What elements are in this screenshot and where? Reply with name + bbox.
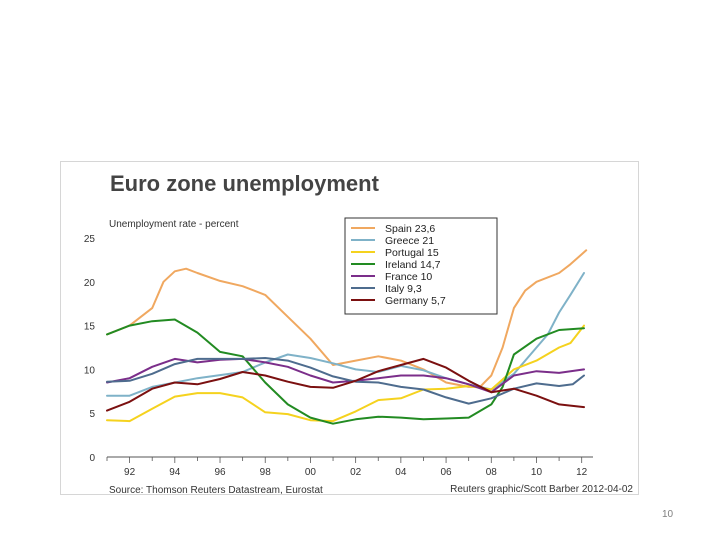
x-tick-label: 06 — [441, 467, 453, 478]
x-tick-label: 12 — [576, 467, 588, 478]
legend-entry: Spain 23,6 — [385, 223, 435, 235]
series-line-germany — [106, 357, 585, 412]
legend-entry: Italy 9,3 — [385, 283, 422, 295]
y-axis-ticks: 0 5 10 15 20 25 — [84, 234, 96, 464]
legend-entry: Ireland 14,7 — [385, 259, 441, 271]
x-tick-label: 08 — [486, 467, 498, 478]
legend-entry: Germany 5,7 — [385, 295, 446, 307]
legend-entry: Greece 21 — [385, 235, 434, 247]
x-tick-label: 02 — [350, 467, 362, 478]
x-tick-label: 92 — [124, 467, 136, 478]
legend-entry: France 10 — [385, 271, 432, 283]
graphic-credit: Reuters graphic/Scott Barber 2012-04-02 — [450, 484, 633, 494]
y-tick-label: 0 — [89, 453, 95, 464]
chart-title: Euro zone unemployment — [110, 171, 380, 196]
y-tick-label: 15 — [84, 322, 96, 333]
page-number: 10 — [662, 509, 674, 520]
series-layer — [106, 249, 588, 425]
series-line-portugal — [106, 324, 585, 423]
chart-frame: Euro zone unemployment Unemployment rate… — [60, 161, 639, 495]
series-line-ireland — [106, 318, 585, 425]
x-tick-label: 96 — [214, 467, 226, 478]
x-tick-label: 98 — [260, 467, 272, 478]
x-tick-label: 04 — [395, 467, 407, 478]
legend-box — [344, 217, 498, 315]
x-tick-label: 94 — [169, 467, 181, 478]
legend-entry: Portugal 15 — [385, 247, 439, 259]
chart: Euro zone unemployment Unemployment rate… — [84, 171, 634, 494]
y-tick-label: 10 — [84, 365, 96, 376]
source-note: Source: Thomson Reuters Datastream, Euro… — [109, 485, 323, 494]
y-tick-label: 5 — [89, 409, 95, 420]
series-line-spain — [106, 249, 588, 388]
y-axis-label: Unemployment rate - percent — [109, 219, 239, 230]
x-axis: 92 94 96 98 00 02 04 06 08 10 12 — [106, 456, 593, 478]
y-tick-label: 25 — [84, 234, 96, 245]
x-tick-label: 00 — [305, 467, 317, 478]
x-tick-label: 10 — [531, 467, 543, 478]
y-tick-label: 20 — [84, 278, 96, 289]
